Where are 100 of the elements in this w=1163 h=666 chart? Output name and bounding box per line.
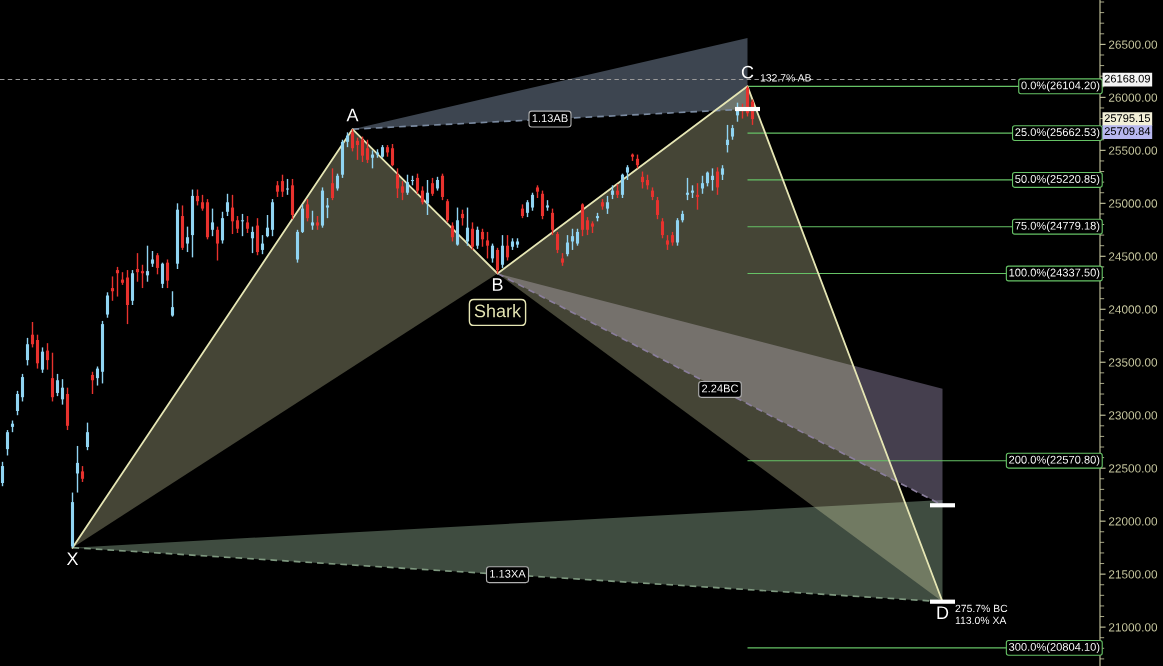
candlestick xyxy=(50,352,55,403)
candlestick xyxy=(25,337,30,367)
series-label: 1.13XA xyxy=(490,569,526,578)
candlestick xyxy=(170,290,175,318)
candlestick xyxy=(20,373,25,403)
candlestick xyxy=(55,373,60,397)
candlestick xyxy=(715,166,720,196)
candlestick xyxy=(210,207,215,237)
candlestick xyxy=(675,217,680,247)
text: 25709.84 xyxy=(1104,127,1151,136)
data-label: A xyxy=(346,108,359,122)
candlestick xyxy=(75,445,80,494)
y-tick-label: 21000.00 xyxy=(1108,623,1158,632)
candlestick xyxy=(405,174,410,196)
candlestick xyxy=(660,217,665,239)
candlestick xyxy=(585,216,590,236)
candlestick xyxy=(155,252,160,275)
ref-line-label: 26168.09 xyxy=(1104,74,1150,83)
candlestick xyxy=(145,245,150,283)
series-label: 1.13AB xyxy=(532,114,568,123)
candlestick xyxy=(495,247,500,275)
y-tick-label: 25000.00 xyxy=(1108,199,1158,208)
series-label: 2.24BC xyxy=(702,384,739,393)
candlestick xyxy=(230,194,235,235)
candlestick xyxy=(5,429,10,457)
ref-line-label: 0.0%(26104.20) xyxy=(1021,81,1100,92)
candlestick xyxy=(395,167,400,199)
candlestick xyxy=(485,231,490,260)
candlestick xyxy=(310,210,315,231)
candlestick xyxy=(565,234,570,257)
y-tick-label: 24000.00 xyxy=(1108,305,1158,314)
candlestick xyxy=(225,193,230,217)
y-tick-label: 26500.00 xyxy=(1108,40,1158,49)
candlestick xyxy=(165,258,170,289)
candlestick xyxy=(160,261,165,289)
y-tick-label: 23000.00 xyxy=(1108,411,1158,420)
candlestick xyxy=(95,365,100,387)
candlestick xyxy=(30,321,35,349)
candlestick xyxy=(655,196,660,220)
candlestick xyxy=(700,175,705,195)
candlestick xyxy=(440,172,445,201)
candlestick xyxy=(360,135,365,163)
ref-line-label: 200.0%(22570.80) xyxy=(1009,455,1100,466)
candlestick xyxy=(110,275,115,302)
candlestick xyxy=(490,242,495,264)
candlestick xyxy=(240,213,245,237)
candlestick xyxy=(430,177,435,197)
y-tick-label: 21500.00 xyxy=(1108,570,1158,579)
candlestick xyxy=(425,179,430,216)
text: Shark xyxy=(474,304,522,318)
candlestick xyxy=(45,342,50,371)
candlestick xyxy=(505,234,510,262)
candlestick xyxy=(470,221,475,251)
candlestick xyxy=(220,211,225,245)
candlestick xyxy=(35,334,40,370)
candlestick xyxy=(390,143,395,167)
candlestick xyxy=(725,124,730,154)
candlestick xyxy=(265,214,270,238)
candlestick xyxy=(415,172,420,195)
y-tick-label: 24500.00 xyxy=(1108,252,1158,261)
y-tick-label: 23500.00 xyxy=(1108,358,1158,367)
y-tick-label: 22500.00 xyxy=(1108,464,1158,473)
candlestick xyxy=(555,231,560,254)
candlestick xyxy=(370,149,375,170)
y-tick-label: 22000.00 xyxy=(1108,517,1158,526)
y-tick-label: 26000.00 xyxy=(1108,93,1158,102)
ref-line-label: 300.0%(20804.10) xyxy=(1009,642,1100,654)
candlestick xyxy=(115,266,120,298)
candlestick xyxy=(620,172,625,199)
candlestick xyxy=(15,390,20,416)
candlestick xyxy=(570,228,575,251)
candlestick xyxy=(90,371,95,395)
data-label: X xyxy=(66,552,79,565)
data-label: B xyxy=(492,278,503,291)
candlestick xyxy=(325,197,330,219)
candlestick xyxy=(260,234,265,255)
annotation: 275.7% BC 113.0% XA xyxy=(955,604,1008,625)
candlestick xyxy=(135,252,140,283)
ref-line-label: 50.0%(25220.85) xyxy=(1015,174,1100,186)
candlestick xyxy=(605,195,610,215)
candlestick xyxy=(450,221,455,243)
ref-line-label: 25.0%(25662.53) xyxy=(1015,127,1100,139)
candlestick xyxy=(305,198,310,223)
ref-line-label: 100.0%(24337.50) xyxy=(1009,268,1100,279)
candlestick xyxy=(540,189,545,220)
candlestick xyxy=(445,198,450,224)
text: 25795.15 xyxy=(1104,114,1151,123)
candlestick xyxy=(350,128,355,153)
candlestick xyxy=(85,421,90,451)
y-tick-label: 25500.00 xyxy=(1108,146,1158,155)
candlestick xyxy=(710,167,715,192)
candlestick xyxy=(330,167,335,201)
data-label: D xyxy=(937,606,949,619)
candlestick xyxy=(365,139,370,164)
candlestick xyxy=(280,174,285,198)
candlestick xyxy=(60,378,65,406)
candlestick xyxy=(0,461,5,487)
candlestick xyxy=(300,203,305,234)
candlestick xyxy=(355,136,360,161)
candlestick xyxy=(475,225,480,250)
